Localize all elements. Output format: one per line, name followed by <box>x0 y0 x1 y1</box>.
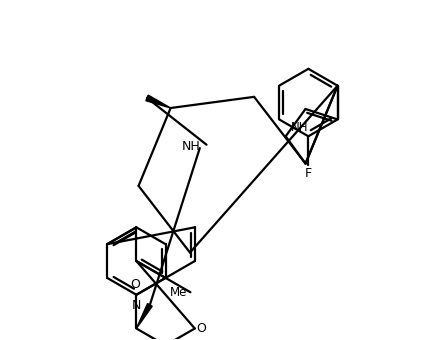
Text: O: O <box>130 278 140 291</box>
Polygon shape <box>146 95 171 108</box>
Text: O: O <box>197 322 206 335</box>
Text: Me: Me <box>170 286 188 299</box>
Text: N: N <box>132 299 141 312</box>
Polygon shape <box>136 304 152 328</box>
Text: NH: NH <box>182 140 201 153</box>
Text: NH: NH <box>291 121 308 134</box>
Text: F: F <box>305 167 312 180</box>
